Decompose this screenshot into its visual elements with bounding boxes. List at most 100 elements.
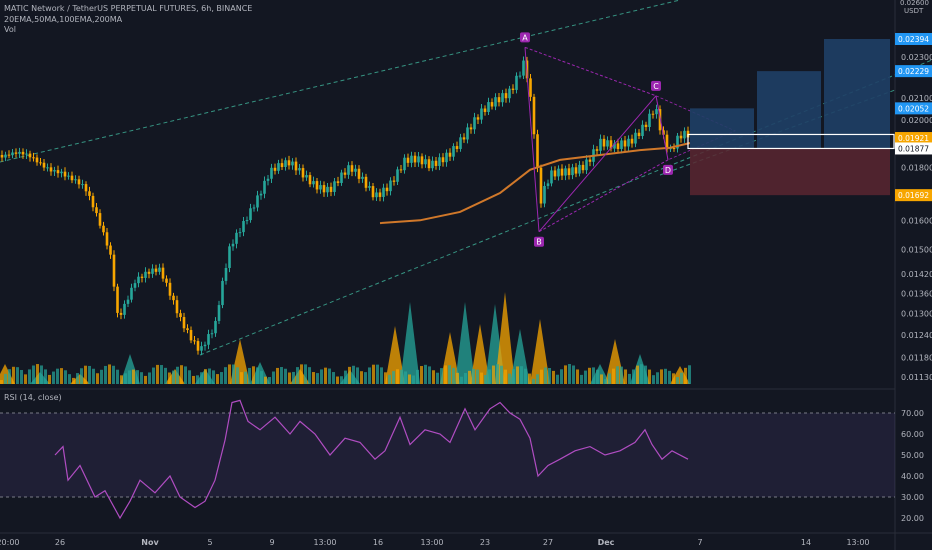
indicator-legend[interactable]: 20EMA,50MA,100EMA,200MA [4,15,123,24]
time-axis[interactable]: 20:00 26 Nov 5 9 13:00 16 13:00 23 27 Dec 7 14 13:00 [0,538,870,547]
candle-body [466,127,469,140]
candle-body [403,157,406,171]
volume-legend[interactable]: Vol [4,25,16,34]
candle-body [315,181,319,190]
candle-body [144,271,147,278]
pattern-point-label: A [522,33,528,42]
candle-body [210,333,214,335]
candle-body [42,162,46,168]
volume-bar [288,372,291,384]
candle-body [385,187,389,192]
candle-body [662,130,665,135]
candle-body [623,140,627,147]
candle-body [158,267,161,272]
candle-body [35,157,39,163]
volume-bar [396,369,399,384]
time-tick-label: 5 [207,538,212,547]
candle-body [347,165,350,175]
volume-bar [64,370,67,384]
candle-body [126,299,130,304]
volume-bar [308,367,311,384]
volume-bar [24,374,27,384]
candle-body [217,305,221,321]
volume-bar [168,372,171,384]
volume-bar [440,368,443,384]
volume-bar [460,376,463,384]
volume-bar [340,376,343,384]
volume-bar [492,365,495,384]
volume-bar [108,364,111,384]
volume-bar [424,364,427,384]
candle-body [245,220,249,222]
candle-body [508,88,511,99]
candle-body [140,276,144,278]
candle-body [406,157,410,163]
pattern-point-badge [651,80,661,91]
volume-bar [464,373,467,384]
candle-body [417,156,420,163]
time-tick-label: Dec [598,538,615,547]
volume-bar [228,364,231,384]
price-tag-label: 0.02052 [898,104,929,113]
price-tick-label: 0.01180 [901,353,932,362]
candle-body [147,271,151,274]
price-tag [895,132,932,145]
candle-body [298,168,301,171]
volume-bar [672,373,675,384]
volume-bar [600,374,603,384]
rsi-tick-label: 40.00 [901,472,924,481]
candle-body [249,208,252,221]
candle-body [396,169,399,182]
volume-bar [544,367,547,384]
volume-bar [232,364,235,384]
volume-bar [216,374,219,384]
candle-body [655,109,658,115]
rsi-legend[interactable]: RSI (14, close) [4,393,62,402]
candle-body [182,317,186,329]
candlesticks [0,56,690,356]
ma-line [379,142,691,225]
volume-bar [380,367,383,384]
volume-bar [604,379,607,384]
candle-body [333,181,336,192]
stop-zone [690,148,890,196]
price-tag-label: 0.01921 [898,134,929,143]
pattern-point-label: B [536,238,542,247]
candle-body [294,161,298,171]
volume-bar [408,374,411,384]
volume-bar [300,364,303,384]
volume-bar [660,369,663,384]
candle-body [543,185,546,204]
volume-bar [144,375,147,384]
volume-bar [472,368,475,384]
candle-body [413,155,417,163]
volume-bar [495,292,515,384]
candle-body [119,312,123,315]
volume-bar [152,367,155,384]
volume-bar [432,370,435,384]
candle-body [161,267,165,279]
price-axis[interactable]: 0.02600USDT0.023000.021000.020000.019000… [895,0,932,382]
candle-body [602,138,606,147]
candle-body [4,154,7,158]
volume-bar [352,365,355,384]
channel-line [199,59,932,356]
channel-lines[interactable] [0,0,932,356]
volume-bar [316,373,319,384]
pattern-point-badge [663,164,673,175]
volume-bar [80,368,83,384]
volume-bar [76,373,79,384]
time-tick-label: 20:00 [0,538,20,547]
abcd-pattern[interactable]: A B C D [520,32,736,247]
candle-body [200,346,203,351]
entry-box [687,133,895,150]
volume-bar [616,366,619,384]
position-tool[interactable] [687,39,895,196]
candle-body [438,157,441,166]
candle-body [560,168,564,176]
candle-body [21,151,25,155]
candle-body [91,195,95,208]
volume-bar [84,365,87,384]
candle-body [431,160,434,169]
